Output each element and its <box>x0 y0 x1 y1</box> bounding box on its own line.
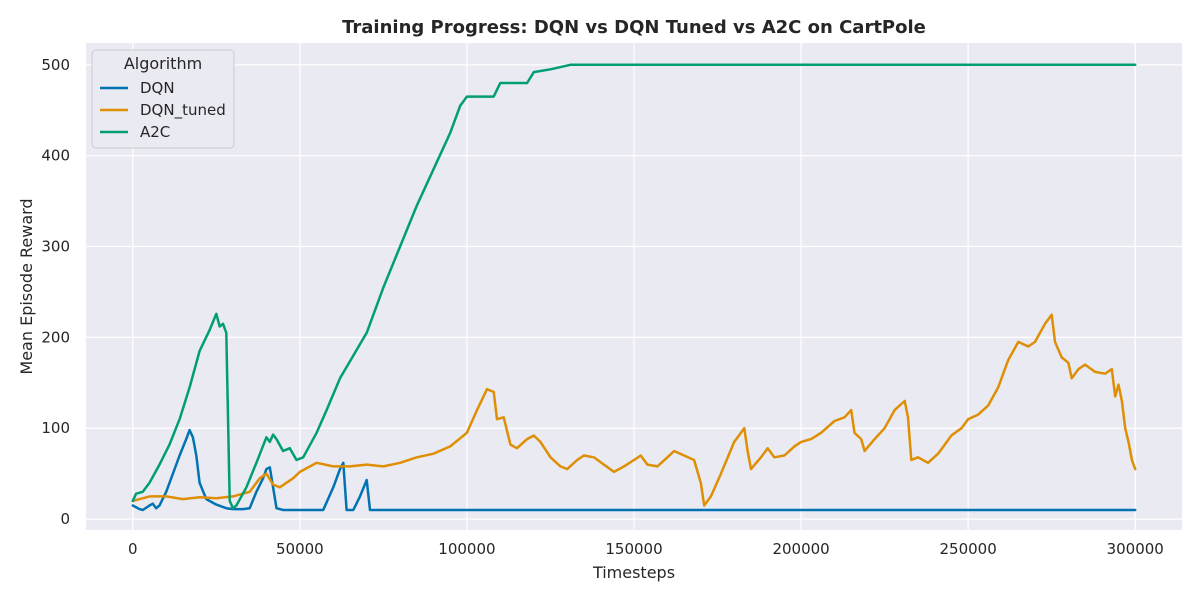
y-tick-label: 300 <box>41 238 70 256</box>
chart-title: Training Progress: DQN vs DQN Tuned vs A… <box>342 17 926 38</box>
x-tick-label: 0 <box>128 540 138 558</box>
legend-label: DQN_tuned <box>140 101 226 120</box>
y-axis-label: Mean Episode Reward <box>17 198 36 374</box>
series-line-dqn <box>131 428 1137 512</box>
y-tick-label: 500 <box>41 56 70 74</box>
series-line-dqn-tuned <box>131 313 1137 507</box>
legend-label: A2C <box>140 123 170 141</box>
legend-box <box>91 49 235 149</box>
series-line-a2c <box>131 63 1137 510</box>
legend-label: DQN <box>140 79 175 97</box>
series-lines <box>131 63 1137 512</box>
x-tick-label: 250000 <box>940 540 997 558</box>
x-tick-label: 300000 <box>1107 540 1164 558</box>
x-tick-label: 100000 <box>438 540 495 558</box>
y-tick-label: 400 <box>41 147 70 165</box>
x-axis-label: Timesteps <box>592 563 675 582</box>
x-tick-label: 200000 <box>772 540 829 558</box>
y-tick-label: 200 <box>41 328 70 346</box>
x-tick-label: 150000 <box>605 540 662 558</box>
y-tick-label: 100 <box>41 419 70 437</box>
x-tick-label: 50000 <box>276 540 324 558</box>
legend-title: Algorithm <box>124 54 202 73</box>
legend: Algorithm DQN DQN_tuned A2C <box>91 49 235 149</box>
tick-labels: 0 50000 100000 150000 200000 250000 300000 0 100… <box>41 56 1163 558</box>
grid-lines <box>86 43 1182 530</box>
y-tick-label: 0 <box>60 510 70 528</box>
